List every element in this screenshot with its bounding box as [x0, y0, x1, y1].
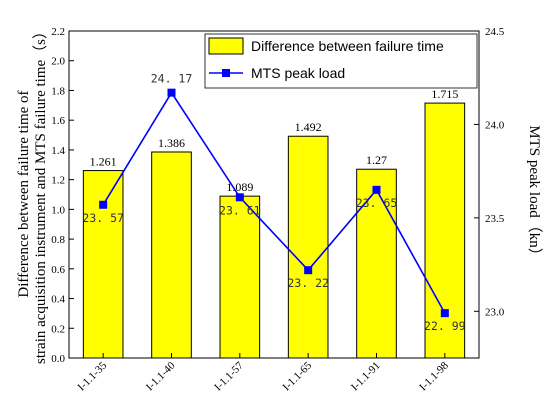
y-tick-label-left: 0.8	[51, 234, 65, 246]
line-marker	[304, 266, 313, 275]
line-value-label: 23. 61	[219, 203, 261, 217]
y-tick-label-left: 1.2	[51, 175, 65, 187]
right-axis: 23.0 23.5 24.0 24.5	[474, 26, 505, 318]
y-tick-label-right: 24.5	[485, 26, 505, 38]
line-value-label: 24. 17	[151, 72, 193, 86]
legend-label-bar: Difference between failure time	[251, 38, 444, 54]
legend-box	[204, 33, 478, 89]
line-series: 23. 57 24. 17 23. 61 23. 22 23. 65 22. 99	[82, 72, 465, 333]
x-tick-label: I-1.1-65	[281, 359, 315, 393]
bar-value-label: 1.261	[90, 155, 117, 169]
y-tick-label-left: 1.6	[51, 115, 65, 127]
bar-value-label: 1.492	[295, 120, 322, 134]
line-marker	[167, 88, 176, 97]
line-value-label: 22. 99	[424, 319, 466, 333]
legend-swatch-bar	[208, 37, 244, 55]
x-axis: I-1.1-35 I-1.1-40 I-1.1-57 I-1.1-65 I-1.1-91…	[76, 353, 451, 394]
x-tick-label: I-1.1-40	[144, 359, 178, 393]
y-tick-label-right: 23.0	[485, 306, 505, 318]
y-axis-title-right: MTS peak load（kn）	[526, 125, 543, 262]
bar	[356, 168, 397, 359]
bar	[219, 195, 261, 359]
legend-swatch-marker	[222, 69, 230, 77]
y-tick-label-left: 0.4	[51, 294, 65, 306]
line-marker	[372, 185, 381, 194]
y-tick-label-right: 24.0	[485, 119, 505, 131]
bar	[151, 151, 192, 359]
line-path	[102, 91, 446, 314]
bar-value-label: 1.386	[158, 136, 185, 150]
y-tick-label-left: 1.4	[51, 145, 65, 157]
line-marker	[99, 200, 108, 209]
x-tick-label: I-1.1-98	[417, 359, 451, 393]
line-value-label: 23. 22	[287, 276, 329, 290]
plot-frame	[68, 30, 480, 359]
line-marker	[440, 309, 449, 318]
bar	[287, 135, 329, 359]
bar	[82, 170, 124, 359]
y-axis-title-left-line: Difference between failure time of	[16, 90, 32, 297]
x-tick-label: I-1.1-57	[212, 359, 246, 393]
line-marker	[235, 193, 244, 202]
line-value-label: 23. 65	[356, 196, 398, 210]
x-tick-label: I-1.1-35	[76, 359, 110, 393]
x-tick-label: I-1.1-91	[349, 360, 383, 394]
y-tick-label-right: 23.5	[485, 213, 505, 225]
line-value-label: 23. 57	[82, 211, 124, 225]
left-axis: 0.0 0.2 0.4 0.6 0.8 1.0 1.2 1.4 1.6 1.8 2.0 2.2	[51, 26, 74, 365]
legend: Difference between failure time MTS peak …	[204, 33, 478, 89]
y-tick-label-left: 0.0	[51, 353, 65, 365]
bar-value-label: 1.715	[431, 87, 458, 101]
y-tick-label-left: 2.0	[51, 56, 65, 68]
bar-value-label: 1.089	[226, 180, 253, 194]
y-axis-title-left: Difference between failure time ofstrain…	[16, 24, 49, 364]
y-tick-label-left: 2.2	[51, 26, 65, 38]
y-tick-label-left: 1.0	[51, 204, 65, 216]
y-tick-label-left: 0.6	[51, 264, 65, 276]
y-tick-label-left: 1.8	[51, 85, 65, 97]
legend-label-line: MTS peak load	[251, 65, 345, 81]
bar-value-label: 1.27	[366, 153, 387, 167]
y-axis-title-left-line: strain acquisition instrument and MTS fa…	[32, 24, 49, 364]
bar-series: 1.261 1.386 1.089 1.492 1.27 1.715	[82, 87, 466, 359]
y-tick-label-left: 0.2	[51, 323, 65, 335]
